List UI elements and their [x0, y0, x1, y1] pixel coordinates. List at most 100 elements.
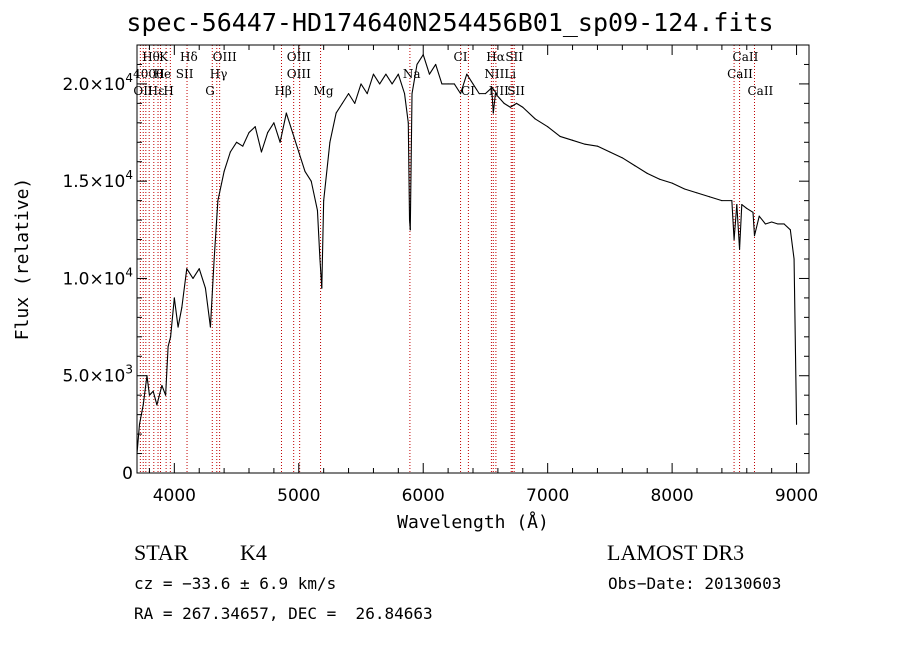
spectrum-segment	[634, 165, 648, 174]
obs-date-text: Obs−Date: 20130603	[608, 574, 782, 593]
spectrum-segment	[404, 93, 409, 124]
spectrum-segment	[152, 390, 158, 406]
spectrum-segment	[209, 258, 215, 328]
line-label: Hβ	[274, 84, 291, 98]
redshift-text: cz = −33.6 ± 6.9 km/s	[134, 574, 337, 593]
spectrum-segment	[559, 135, 574, 141]
spectrum-segment	[213, 200, 219, 260]
spectrum-segment	[646, 172, 661, 180]
line-label: OIII	[287, 50, 311, 64]
spectrum-segment	[161, 384, 167, 396]
spectrum-segment	[298, 151, 306, 173]
spectrum-segment	[316, 209, 321, 260]
spectrum-segment	[379, 73, 387, 85]
spectrum-segment	[422, 54, 430, 75]
spectrum-segment	[236, 141, 244, 147]
spectrum-segment	[731, 200, 735, 241]
line-label: OIII	[213, 50, 237, 64]
spectrum-segment	[397, 73, 406, 95]
line-label: SII	[505, 50, 523, 64]
spectrum-segment	[142, 375, 148, 406]
spectrum-segment	[696, 192, 710, 198]
spectrum-segment	[181, 268, 188, 309]
spectrum-segment	[146, 375, 150, 396]
spectrum-segment	[753, 215, 760, 237]
x-tick-label: 8000	[650, 486, 693, 506]
spectrum-segment	[764, 221, 773, 225]
spectrum-segment	[659, 178, 673, 184]
y-axis: 0 5.0×103 1.0×104 1.5×104 2.0×104	[62, 44, 809, 484]
line-label: I	[160, 67, 165, 81]
spectrum-segment	[739, 203, 743, 250]
spectrum-segment	[260, 131, 269, 153]
spectrum-segment	[407, 122, 411, 221]
x-tick-label: 4000	[153, 486, 196, 506]
spectrum-segment	[472, 83, 480, 95]
chart-title: spec-56447-HD174640N254456B01_sp09-124.f…	[126, 8, 774, 37]
spectrum-segment	[360, 83, 368, 95]
spectrum-segment	[484, 87, 493, 95]
spectrum-segment	[741, 203, 748, 209]
spectrum-segment	[279, 112, 287, 143]
spectrum-segment	[304, 170, 312, 182]
survey-name: LAMOST DR3	[607, 540, 745, 565]
spectrum-segment	[428, 63, 437, 75]
line-label: He	[154, 67, 172, 81]
y-tick-label: 2.0×104	[62, 71, 133, 95]
spectrum-segment	[341, 93, 350, 104]
line-label: NII	[489, 84, 509, 98]
spectrum-segment	[254, 126, 262, 153]
spectrum-segment	[335, 102, 343, 114]
spectrum-segment	[229, 141, 238, 153]
emission-line-markers	[139, 45, 755, 473]
spectrum-segment	[292, 131, 300, 153]
x-tick-label: 7000	[526, 486, 569, 506]
y-tick-label: 5.0×103	[62, 363, 133, 387]
spectrum-segment	[354, 83, 362, 104]
line-label: Hε	[148, 84, 165, 98]
y-axis-label: Flux (relative)	[12, 178, 33, 341]
line-label: CaII	[733, 50, 759, 64]
spectrum-segment	[491, 87, 494, 114]
object-class: STAR	[134, 540, 189, 565]
spectrum-segment	[789, 229, 795, 260]
spectrum-segment	[572, 139, 586, 145]
spectrum-segment	[453, 83, 462, 95]
spectrum-segment	[285, 112, 294, 134]
spectrum-segment	[148, 390, 154, 396]
line-label: OIII	[287, 67, 311, 81]
spectrum-segment	[223, 151, 231, 173]
spectrum-series	[136, 54, 798, 455]
x-axis-label: Wavelength (Å)	[397, 511, 549, 533]
y-tick-label: 1.0×104	[62, 265, 133, 289]
spectrum-segment	[167, 336, 172, 348]
spectrum-segment	[416, 54, 424, 66]
spectrum-segment	[752, 211, 756, 237]
spectrum-segment	[783, 223, 791, 231]
line-label: H	[163, 84, 173, 98]
line-label: Hγ	[210, 67, 228, 81]
x-tick-label: 6000	[402, 486, 445, 506]
spectrum-segment	[547, 126, 561, 137]
spectrum-segment	[242, 131, 250, 147]
x-tick-label: 5000	[277, 486, 320, 506]
spectrum-segment	[503, 102, 511, 108]
spectrum-segment	[621, 157, 636, 167]
line-label: OII	[133, 84, 153, 98]
line-label: SII	[176, 67, 194, 81]
line-label: CI	[461, 84, 475, 98]
line-label: Hδ	[180, 50, 198, 64]
spectrum-segment	[248, 126, 256, 134]
spectrum-segment	[411, 63, 418, 95]
spectrum-segment	[165, 345, 169, 396]
spectrum-segment	[323, 141, 331, 202]
x-tick-label: 9000	[775, 486, 818, 506]
y-tick-label: 0	[122, 464, 133, 484]
spectral-subclass: K4	[240, 540, 267, 565]
spectrum-segment	[170, 297, 175, 338]
spectrum-segment	[192, 268, 200, 280]
line-label: Hα	[486, 50, 505, 64]
line-label: CI	[454, 50, 468, 64]
spectrum-segment	[466, 73, 474, 85]
